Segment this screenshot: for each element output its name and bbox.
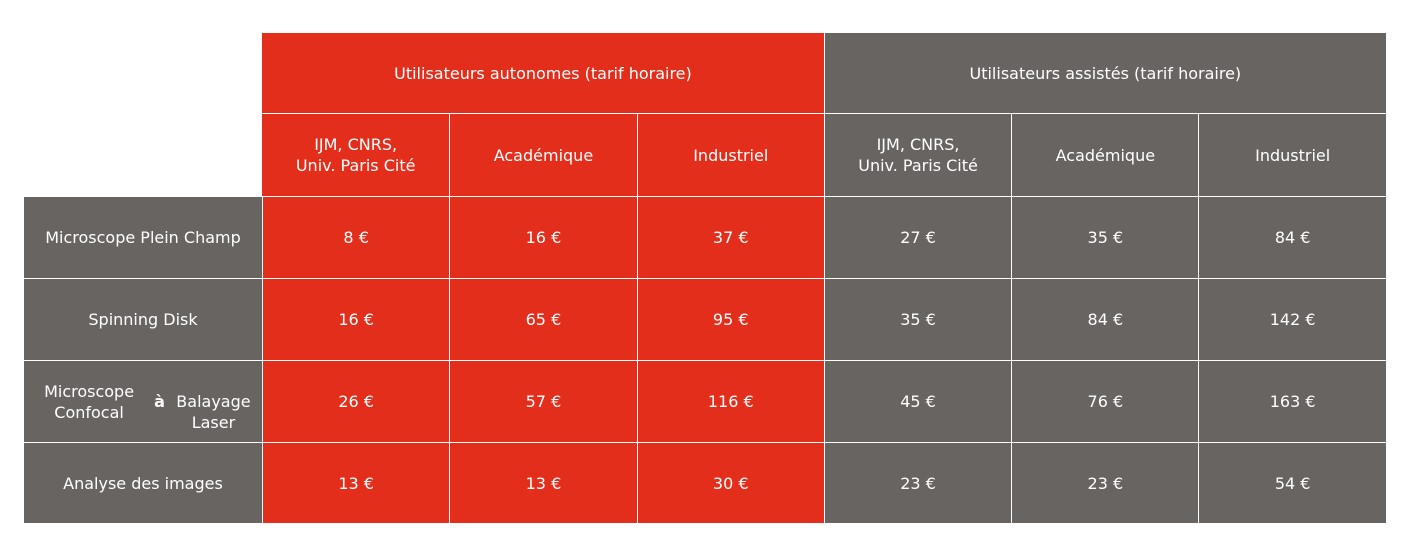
price-cell: 35 € bbox=[823, 278, 1012, 360]
corner-blank-cell bbox=[24, 33, 262, 113]
price-cell: 116 € bbox=[636, 360, 824, 442]
table-row: Spinning Disk 16 € 65 € 95 € 35 € 84 € 1… bbox=[24, 278, 1386, 360]
group-header-autonomous: Utilisateurs autonomes (tarif horaire) bbox=[262, 33, 824, 113]
row-label: Spinning Disk bbox=[24, 278, 262, 360]
row-label-part: Microscope Confocal bbox=[44, 381, 135, 422]
subheader-academic-assisted: Académique bbox=[1011, 113, 1199, 196]
price-cell: 8 € bbox=[262, 196, 450, 278]
price-cell: 57 € bbox=[449, 360, 637, 442]
price-cell: 26 € bbox=[262, 360, 450, 442]
table-row: Analyse des images 13 € 13 € 30 € 23 € 2… bbox=[24, 442, 1386, 523]
subheader-ijm-assisted: IJM, CNRS, Univ. Paris Cité bbox=[823, 113, 1012, 196]
price-cell: 95 € bbox=[636, 278, 824, 360]
pricing-table: Utilisateurs autonomes (tarif horaire) U… bbox=[24, 33, 1386, 523]
price-cell: 84 € bbox=[1011, 278, 1199, 360]
price-cell: 16 € bbox=[262, 278, 450, 360]
subheader-ijm-autonomous: IJM, CNRS, Univ. Paris Cité bbox=[262, 113, 450, 196]
subheader-academic-autonomous: Académique bbox=[449, 113, 637, 196]
price-cell: 23 € bbox=[823, 442, 1012, 523]
price-cell: 27 € bbox=[823, 196, 1012, 278]
table-row: Microscope Confocal à Balayage Laser 26 … bbox=[24, 360, 1386, 442]
subheader-industrial-assisted: Industriel bbox=[1198, 113, 1386, 196]
price-cell: 84 € bbox=[1198, 196, 1386, 278]
subheader-industrial-autonomous: Industriel bbox=[636, 113, 824, 196]
row-label-bold-part: à bbox=[154, 392, 165, 411]
price-cell: 37 € bbox=[636, 196, 824, 278]
price-cell: 142 € bbox=[1198, 278, 1386, 360]
row-label: Microscope Plein Champ bbox=[24, 196, 262, 278]
price-cell: 76 € bbox=[1011, 360, 1199, 442]
row-label-part-2: Balayage Laser bbox=[176, 392, 251, 432]
group-header-row: Utilisateurs autonomes (tarif horaire) U… bbox=[24, 33, 1386, 113]
row-label: Microscope Confocal à Balayage Laser bbox=[24, 360, 262, 442]
price-cell: 16 € bbox=[449, 196, 637, 278]
price-cell: 30 € bbox=[636, 442, 824, 523]
corner-blank-cell-2 bbox=[24, 113, 262, 196]
price-cell: 54 € bbox=[1198, 442, 1386, 523]
price-cell: 13 € bbox=[449, 442, 637, 523]
group-header-assisted: Utilisateurs assistés (tarif horaire) bbox=[823, 33, 1386, 113]
price-cell: 65 € bbox=[449, 278, 637, 360]
table-row: Microscope Plein Champ 8 € 16 € 37 € 27 … bbox=[24, 196, 1386, 278]
price-cell: 45 € bbox=[823, 360, 1012, 442]
price-cell: 23 € bbox=[1011, 442, 1199, 523]
price-cell: 35 € bbox=[1011, 196, 1199, 278]
price-cell: 163 € bbox=[1198, 360, 1386, 442]
price-cell: 13 € bbox=[262, 442, 450, 523]
subheader-row: IJM, CNRS, Univ. Paris Cité Académique I… bbox=[24, 113, 1386, 196]
row-label: Analyse des images bbox=[24, 442, 262, 523]
